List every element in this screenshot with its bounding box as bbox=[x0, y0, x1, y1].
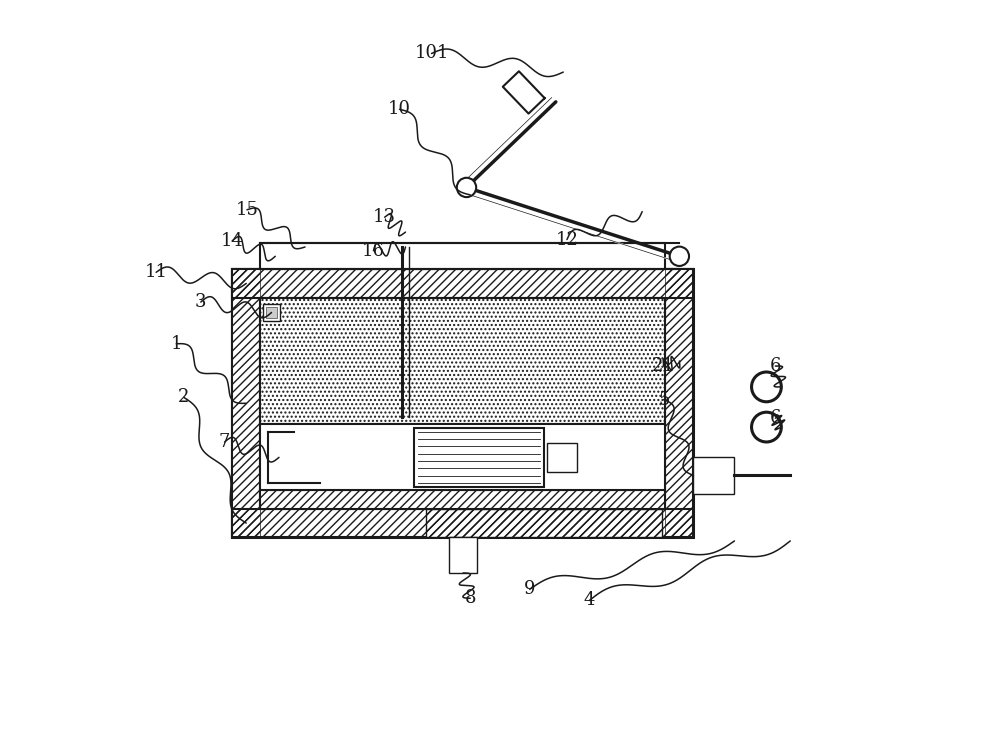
Bar bbox=[260, 424, 665, 490]
Bar bbox=[426, 509, 662, 537]
Circle shape bbox=[752, 372, 781, 402]
Text: 11: 11 bbox=[145, 263, 168, 282]
Bar bbox=[232, 270, 693, 297]
Bar bbox=[693, 457, 734, 494]
Bar bbox=[263, 303, 280, 321]
Bar bbox=[260, 297, 665, 424]
Bar bbox=[665, 270, 693, 537]
Bar bbox=[232, 270, 693, 537]
Text: 6: 6 bbox=[770, 357, 781, 375]
Text: 1: 1 bbox=[171, 335, 182, 353]
Bar bbox=[260, 490, 665, 509]
Bar bbox=[665, 270, 693, 537]
Bar bbox=[547, 443, 577, 472]
Text: 7: 7 bbox=[219, 433, 230, 451]
Text: 21: 21 bbox=[652, 357, 675, 375]
Text: 15: 15 bbox=[236, 201, 258, 219]
Text: 14: 14 bbox=[221, 232, 244, 250]
Text: 9: 9 bbox=[524, 580, 536, 598]
Bar bbox=[232, 270, 693, 297]
Circle shape bbox=[457, 178, 476, 197]
Bar bbox=[414, 428, 544, 486]
Bar bbox=[232, 509, 693, 537]
Bar bbox=[232, 509, 693, 537]
Polygon shape bbox=[503, 71, 545, 114]
Text: 8: 8 bbox=[464, 589, 476, 607]
Text: 10: 10 bbox=[388, 100, 411, 118]
Text: 4: 4 bbox=[584, 592, 595, 610]
Text: 5: 5 bbox=[658, 391, 669, 409]
Bar bbox=[260, 490, 665, 509]
Text: 12: 12 bbox=[556, 231, 578, 249]
Text: 101: 101 bbox=[414, 45, 449, 63]
Bar bbox=[260, 244, 665, 270]
Circle shape bbox=[670, 247, 689, 266]
Text: 13: 13 bbox=[373, 208, 396, 226]
Bar bbox=[232, 270, 260, 537]
Bar bbox=[426, 509, 662, 537]
Text: 3: 3 bbox=[195, 293, 207, 311]
Bar bbox=[449, 537, 477, 573]
Text: 6: 6 bbox=[770, 409, 781, 427]
Bar bbox=[232, 270, 260, 537]
Text: 16: 16 bbox=[362, 242, 385, 260]
Bar bbox=[260, 297, 665, 424]
Bar bbox=[266, 307, 277, 317]
Text: 2: 2 bbox=[178, 388, 189, 406]
Circle shape bbox=[752, 412, 781, 442]
